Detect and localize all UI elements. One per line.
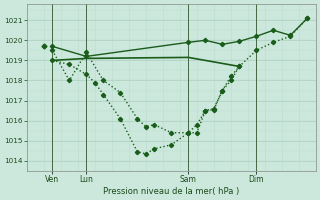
X-axis label: Pression niveau de la mer( hPa ): Pression niveau de la mer( hPa ) — [103, 187, 239, 196]
